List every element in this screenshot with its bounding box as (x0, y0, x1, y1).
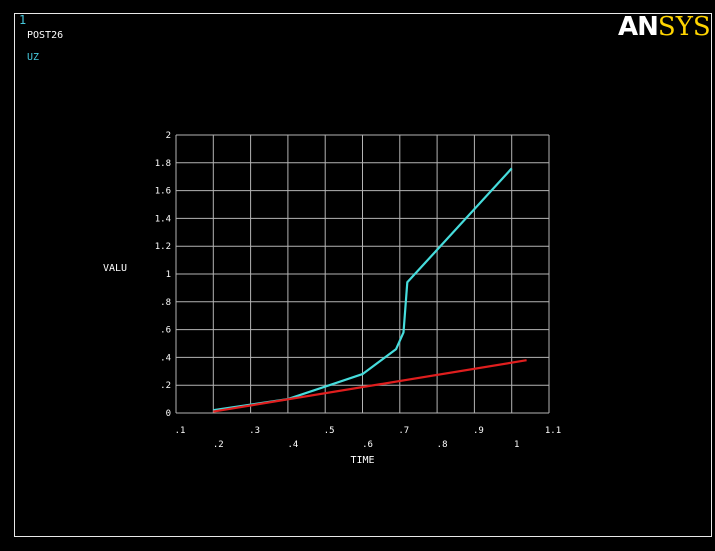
logo-sys: SYS (657, 12, 711, 42)
window-number: 1 (19, 13, 27, 27)
y-tick-label: .2 (160, 381, 171, 391)
y-tick-label: 1.6 (155, 187, 171, 197)
x-axis-label: TIME (350, 455, 374, 466)
x-tick-label: .4 (287, 440, 298, 450)
series-line-2 (213, 359, 527, 413)
y-tick-label: 0 (166, 409, 171, 419)
y-tick-label: 2 (166, 131, 171, 141)
plot-window-frame (14, 13, 712, 537)
module-label: POST26 (27, 30, 64, 41)
y-tick-label: .4 (160, 353, 171, 363)
x-tick-label: .6 (362, 440, 373, 450)
y-tick-label: 1.2 (155, 242, 171, 252)
logo-an: AN (618, 12, 659, 42)
x-tick-label: 1.1 (545, 426, 561, 436)
x-tick-label: .1 (175, 426, 186, 436)
x-tick-label: .8 (437, 440, 448, 450)
x-tick-label: .5 (324, 426, 335, 436)
x-tick-label: .7 (398, 426, 409, 436)
y-axis-label: VALU (103, 263, 127, 274)
y-tick-label: 1 (166, 270, 171, 280)
x-tick-label: .3 (249, 426, 260, 436)
x-tick-label: 1 (514, 440, 519, 450)
x-tick-label: .9 (473, 426, 484, 436)
y-tick-label: 1.4 (155, 214, 171, 224)
y-tick-label: 1.8 (155, 159, 171, 169)
y-tick-label: .6 (160, 326, 171, 336)
x-tick-label: .2 (213, 440, 224, 450)
ansys-logo: ANSYS (618, 12, 711, 42)
variable-label: UZ (27, 52, 40, 63)
y-tick-label: .8 (160, 298, 171, 308)
